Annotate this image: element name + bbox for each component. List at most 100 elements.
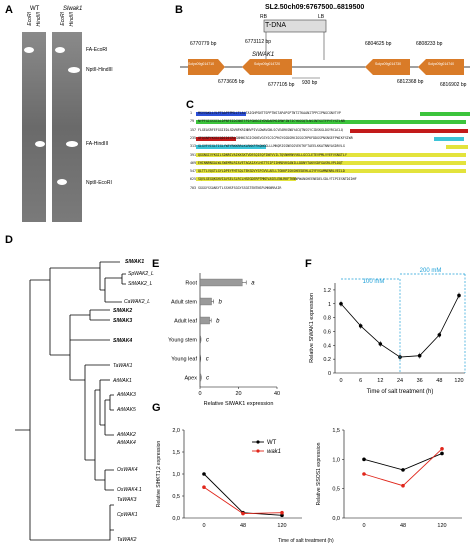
rb-label: RB [260, 14, 267, 20]
x-tick-label: 48 [240, 523, 246, 529]
tree-label-atwak4: AtWAK4 [117, 440, 136, 446]
data-point-WT [401, 468, 405, 472]
x-tick-label: 120 [454, 378, 463, 384]
coord-bottom-3: 6812368 bp [397, 79, 424, 85]
annotation-100mm: 100 mM [363, 279, 385, 285]
panel-letter-g: G [152, 402, 161, 414]
significance-letter: c [206, 376, 209, 382]
tree-label-tawak3: TaWAK3 [117, 497, 137, 503]
band-label-nptii-hindiii: NptII-HindIII [86, 67, 113, 73]
seq-line-8: 547 QLTTLVQGTLGYLDPEYFHTSQLTEKSDVYSFGVVL… [190, 169, 345, 173]
seq-line-10: 703 SGGGYSSANSYTLSSHSFSGGYSSGSTENTNSPLMK… [190, 186, 282, 190]
x-tick-label: 36 [417, 378, 423, 384]
y-tick-label: 1,0 [172, 472, 180, 478]
data-point-wak1 [202, 485, 206, 489]
x-tick-label: 0 [202, 523, 205, 529]
x-tick-label: 0 [362, 523, 365, 529]
legend-marker [256, 440, 260, 444]
data-point-WT [202, 472, 206, 476]
annotation-200mm: 200 mM [420, 268, 442, 274]
hkt1-expression-chart: 0,0 0,5 1,0 1,5 2,0 0 48 120 Relative SlHKT1;2 e… [156, 428, 302, 529]
lb-label: LB [318, 14, 325, 20]
tree-label-slwak2: SlWAK2 [113, 308, 133, 314]
data-point-wak1 [440, 446, 444, 451]
tree-label-atwak3: AtWAK3 [117, 392, 136, 398]
data-point-wak1 [401, 483, 405, 488]
x-tick-label: 24 [397, 378, 403, 384]
series-line-WT [363, 453, 443, 471]
wak1-gene-label: SlWAK1 [252, 52, 275, 58]
blot-lane-1: EcoRI [27, 12, 33, 26]
gene-4-label: Solyc09g014740 [428, 62, 455, 66]
panel-g-xlabel: Time of salt treatment (h) [278, 538, 334, 544]
panel-letter-c: C [186, 99, 194, 111]
tree-label-cpwak1: CpWAK1 [117, 512, 138, 518]
significance-letter: b [218, 300, 222, 306]
tree-label-oswak4: OsWAK4 [117, 467, 138, 473]
significance-letter: c [206, 357, 209, 363]
y-axis-label: Relative SlWAK1 expression [309, 293, 315, 363]
y-tick-label: 0,0 [172, 516, 180, 522]
y-tick-label: 1 [328, 302, 331, 308]
coord-top-1: 6770779 bp [190, 41, 217, 47]
coord-bottom-2: 6777105 bp [268, 82, 295, 88]
coord-bottom-1: 6773605 bp [218, 79, 245, 85]
coord-top-3: 6804625 bp [365, 41, 392, 47]
y-tick-label: 0.8 [323, 316, 331, 322]
panel-letter-a: A [5, 4, 13, 16]
band-label-nptii-ecori: NptII-EcoRI [86, 180, 112, 186]
southern-blot-image [22, 32, 82, 222]
x-tick-label: 0 [198, 391, 201, 397]
panel-letter-b: B [175, 4, 183, 16]
sos1-expression-chart: 0,0 0,5 1,0 1,5 0 48 120 Relative SlSOS1 expres… [316, 428, 462, 529]
tree-label-atwak5: AtWAK5 [117, 407, 136, 413]
y-axis-label: Relative SlHKT1;2 expression [156, 441, 162, 508]
seq-line-2: 79 NYPFGIGSGCALDPNFEIDCNNTTPIFGNSGIYDVDA… [190, 119, 345, 123]
phylogenetic-tree [15, 261, 126, 541]
y-tick-label: 1.2 [323, 288, 331, 294]
bar [199, 373, 202, 382]
blot-lane-2: HindIII [36, 12, 42, 27]
bar [199, 335, 201, 344]
data-point-wak1 [280, 510, 284, 515]
tree-label-slwak1: SlWAK1 [125, 259, 145, 265]
x-tick-label: 6 [359, 378, 362, 384]
tree-label-spwak2l: SpWAK2_L [128, 271, 154, 277]
y-tick-label: 1,5 [172, 450, 180, 456]
gene-map-title: SL2.50ch09:6767500..6819500 [265, 4, 365, 11]
x-axis-label: Relative SlWAK1 expression [204, 401, 274, 407]
band-label-fa-ecori: FA-EcoRI [86, 47, 108, 53]
seq-line-9: 625 SQVLGEGQKGHVIAVSELSLRCLHSEGDERPTMKEV… [190, 177, 357, 181]
seq-line-5: 313 GLGVFVIGLTIGLYWFYRKKRRLKLRKKFFKQNGGL… [190, 144, 345, 148]
tree-label-cawak2l: CaWAK2_L [124, 299, 151, 305]
x-axis-label: Time of salt treatment (h) [367, 389, 434, 395]
bar [199, 278, 243, 287]
y-tick-label: 0,5 [172, 494, 180, 500]
x-tick-label: 0 [339, 378, 342, 384]
significance-letter: c [206, 338, 209, 344]
gene-2-label: Solyc09g014720 [254, 62, 281, 66]
x-tick-label: 40 [274, 391, 280, 397]
bar [199, 297, 212, 306]
coord-top-4: 6808233 bp [416, 41, 443, 47]
panel-letter-f: F [305, 258, 312, 270]
significance-letter: a [251, 281, 255, 287]
blot-lane-3: EcoRI [60, 12, 66, 26]
x-tick-label: 48 [436, 378, 442, 384]
y-tick-label: 0.2 [323, 357, 331, 363]
bar [199, 316, 210, 325]
tree-label-slwak4: SlWAK4 [113, 338, 133, 344]
tree-label-atwak1: AtWAK1 [113, 378, 132, 384]
salt-time-course-chart: 0 0.2 0.4 0.6 0.8 1 1.2 0 6 12 24 36 48 120 100 mM 200 … [309, 268, 466, 395]
blot-lane-4: HindIII [69, 12, 75, 27]
category-label: Young leaf [171, 357, 197, 363]
seq-line-1: 1 MSVVAKLLVLPTAAPFPMLLTLALTAIGHPSNTTSPPT… [190, 111, 341, 115]
tree-label-tawak1: TaWAK1 [113, 363, 133, 369]
blot-col-mutant: Slwak1 [63, 6, 83, 12]
category-label: Adult stem [171, 300, 197, 306]
seq-line-4: 235 GFQGNPYKGGCQDIDECRLGNHNCSGICKNSVGSYS… [190, 136, 353, 140]
panel-letter-d: D [5, 234, 13, 246]
x-tick-label: 120 [277, 523, 286, 529]
category-label: Young stem [168, 338, 197, 344]
data-point-wak1 [362, 472, 366, 476]
